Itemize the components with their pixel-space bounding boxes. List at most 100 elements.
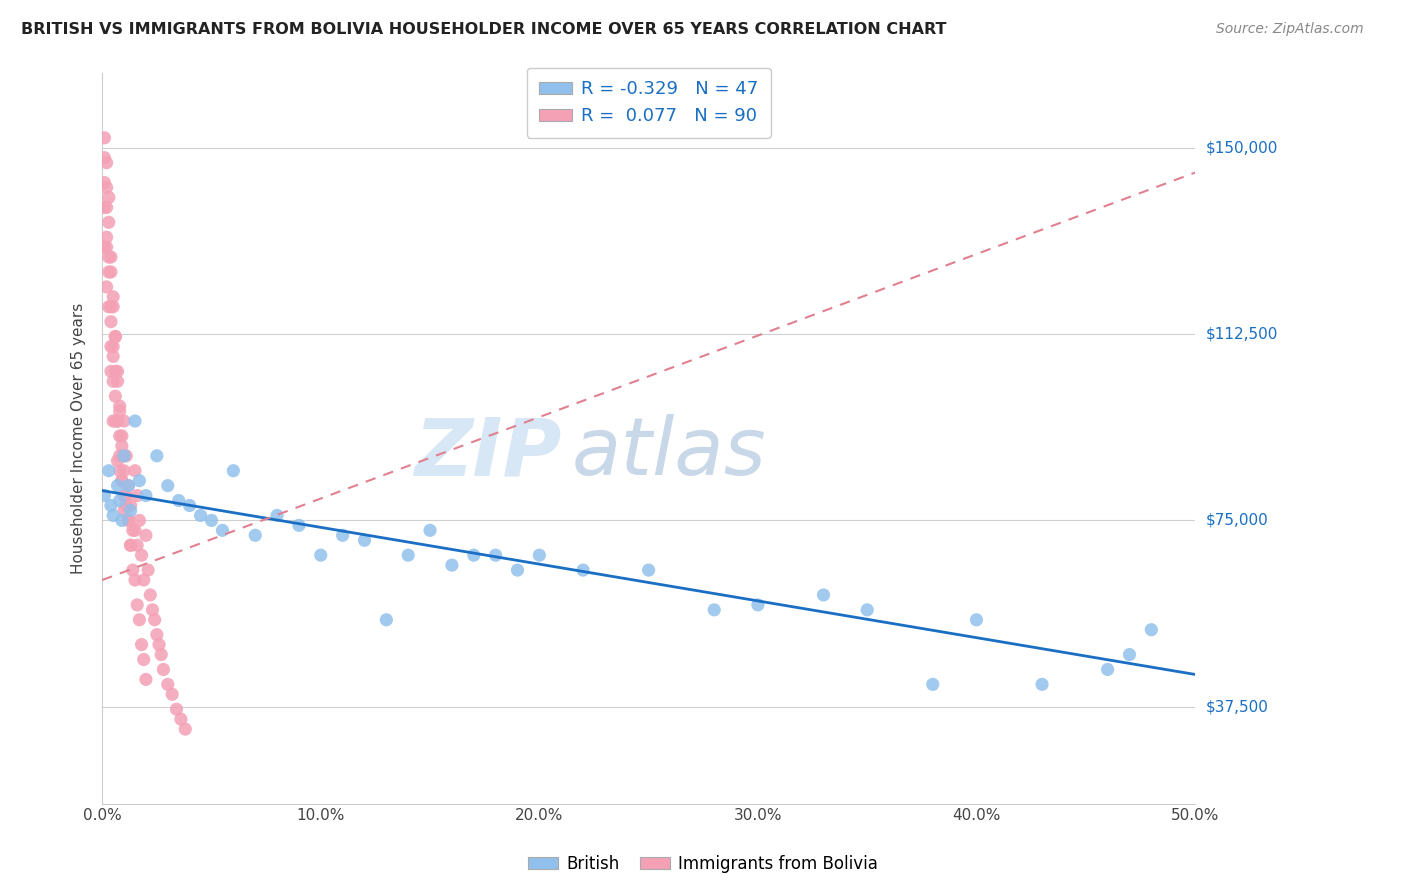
Point — [97, 265, 120, 279]
Text: $150,000: $150,000 — [1206, 140, 1278, 155]
Point — [108, 493, 131, 508]
Point — [101, 374, 124, 388]
Point — [93, 489, 115, 503]
Point — [353, 533, 375, 548]
Point — [160, 687, 183, 701]
Point — [529, 548, 551, 562]
Point — [101, 290, 124, 304]
Point — [139, 588, 162, 602]
Point — [1118, 648, 1140, 662]
Point — [104, 329, 127, 343]
Point — [100, 315, 122, 329]
Point — [120, 538, 142, 552]
Point — [93, 151, 115, 165]
Point — [136, 563, 159, 577]
Point — [97, 190, 120, 204]
Text: BRITISH VS IMMIGRANTS FROM BOLIVIA HOUSEHOLDER INCOME OVER 65 YEARS CORRELATION : BRITISH VS IMMIGRANTS FROM BOLIVIA HOUSE… — [21, 22, 946, 37]
Point — [96, 155, 118, 169]
Legend: British, Immigrants from Bolivia: British, Immigrants from Bolivia — [522, 848, 884, 880]
Point — [375, 613, 398, 627]
Point — [115, 449, 138, 463]
Point — [108, 399, 131, 413]
Point — [419, 524, 441, 538]
Point — [152, 663, 174, 677]
Point — [132, 652, 155, 666]
Point — [112, 464, 135, 478]
Point — [131, 548, 153, 562]
Point — [128, 613, 150, 627]
Point — [440, 558, 463, 573]
Point — [107, 414, 129, 428]
Point — [1097, 663, 1119, 677]
Point — [127, 489, 149, 503]
Point — [97, 215, 120, 229]
Point — [100, 300, 122, 314]
Point — [111, 513, 134, 527]
Point — [332, 528, 354, 542]
Point — [111, 474, 134, 488]
Point — [143, 613, 166, 627]
Point — [97, 300, 120, 314]
Point — [200, 513, 222, 527]
Point — [245, 528, 267, 542]
Point — [146, 628, 169, 642]
Point — [93, 240, 115, 254]
Point — [309, 548, 332, 562]
Point — [107, 454, 129, 468]
Point — [107, 374, 129, 388]
Point — [156, 677, 179, 691]
Point — [104, 364, 127, 378]
Point — [96, 180, 118, 194]
Point — [132, 573, 155, 587]
Point — [115, 499, 138, 513]
Point — [146, 449, 169, 463]
Point — [141, 603, 163, 617]
Point — [921, 677, 943, 691]
Point — [101, 414, 124, 428]
Point — [211, 524, 233, 538]
Point — [966, 613, 988, 627]
Point — [135, 673, 157, 687]
Point — [747, 598, 769, 612]
Point — [222, 464, 245, 478]
Point — [813, 588, 835, 602]
Point — [100, 339, 122, 353]
Point — [170, 712, 193, 726]
Point — [572, 563, 595, 577]
Point — [124, 414, 146, 428]
Point — [112, 503, 135, 517]
Point — [112, 449, 135, 463]
Point — [104, 414, 127, 428]
Point — [856, 603, 879, 617]
Point — [107, 414, 129, 428]
Point — [100, 364, 122, 378]
Point — [93, 131, 115, 145]
Point — [128, 474, 150, 488]
Point — [111, 439, 134, 453]
Point — [124, 524, 146, 538]
Point — [179, 499, 201, 513]
Point — [96, 200, 118, 214]
Point — [108, 449, 131, 463]
Point — [117, 513, 139, 527]
Point — [135, 528, 157, 542]
Legend: R = -0.329   N = 47, R =  0.077   N = 90: R = -0.329 N = 47, R = 0.077 N = 90 — [527, 68, 770, 138]
Point — [463, 548, 485, 562]
Text: Source: ZipAtlas.com: Source: ZipAtlas.com — [1216, 22, 1364, 37]
Point — [104, 389, 127, 403]
Point — [96, 280, 118, 294]
Point — [100, 250, 122, 264]
Point — [117, 513, 139, 527]
Point — [108, 464, 131, 478]
Point — [120, 503, 142, 517]
Point — [93, 176, 115, 190]
Point — [111, 474, 134, 488]
Y-axis label: Householder Income Over 65 years: Householder Income Over 65 years — [72, 302, 86, 574]
Point — [111, 429, 134, 443]
Point — [485, 548, 508, 562]
Point — [112, 414, 135, 428]
Point — [124, 573, 146, 587]
Point — [1031, 677, 1053, 691]
Text: atlas: atlas — [572, 414, 766, 492]
Point — [135, 489, 157, 503]
